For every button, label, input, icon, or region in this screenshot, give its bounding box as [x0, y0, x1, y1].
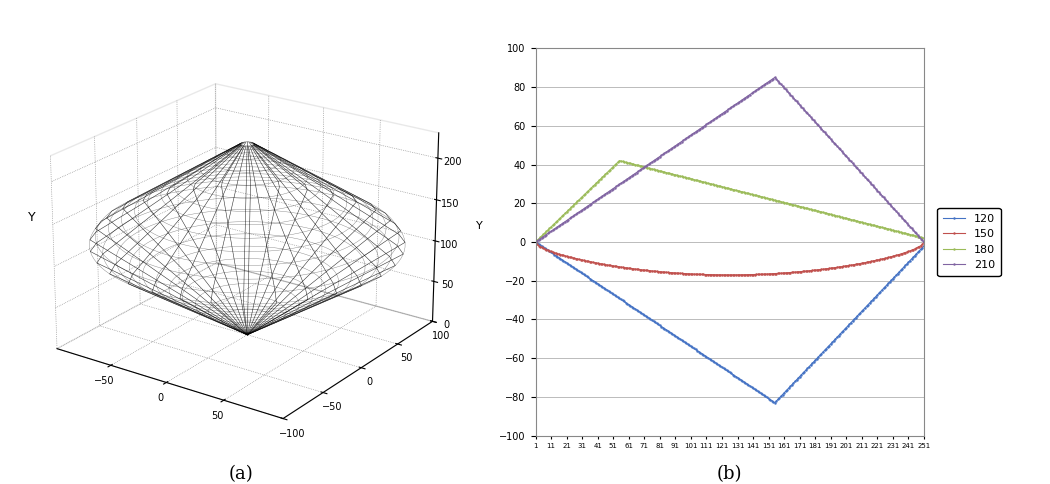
180 — [794, 204, 806, 210]
180 — [761, 196, 774, 201]
120 — [769, 400, 781, 406]
180 — [918, 235, 930, 241]
180 — [529, 239, 542, 245]
210 — [763, 78, 776, 84]
210 — [707, 117, 719, 123]
210 — [794, 102, 806, 108]
150 — [765, 271, 778, 277]
210 — [681, 135, 694, 140]
150 — [707, 272, 719, 278]
180 — [684, 176, 696, 182]
150 — [529, 239, 542, 245]
150 — [681, 271, 694, 277]
Legend: 120, 150, 180, 210: 120, 150, 180, 210 — [938, 208, 1001, 276]
Text: Y: Y — [27, 212, 36, 224]
Line: 150: 150 — [534, 241, 925, 276]
180 — [613, 158, 626, 164]
150 — [823, 266, 836, 272]
Text: (b): (b) — [717, 465, 742, 483]
Line: 210: 210 — [534, 76, 925, 243]
210 — [769, 75, 781, 80]
210 — [759, 81, 772, 87]
210 — [529, 239, 542, 245]
210 — [918, 239, 930, 245]
120 — [707, 358, 719, 364]
Line: 180: 180 — [534, 160, 925, 243]
150 — [761, 271, 774, 277]
Text: (a): (a) — [229, 465, 254, 483]
150 — [918, 239, 930, 245]
180 — [708, 182, 720, 188]
180 — [765, 197, 778, 202]
120 — [529, 239, 542, 245]
120 — [763, 397, 776, 403]
120 — [918, 243, 930, 249]
120 — [794, 374, 806, 379]
Line: 120: 120 — [534, 241, 925, 404]
210 — [823, 135, 836, 140]
120 — [823, 343, 836, 348]
180 — [823, 211, 836, 217]
150 — [794, 269, 806, 274]
120 — [759, 393, 772, 399]
150 — [723, 272, 736, 278]
120 — [681, 341, 694, 347]
